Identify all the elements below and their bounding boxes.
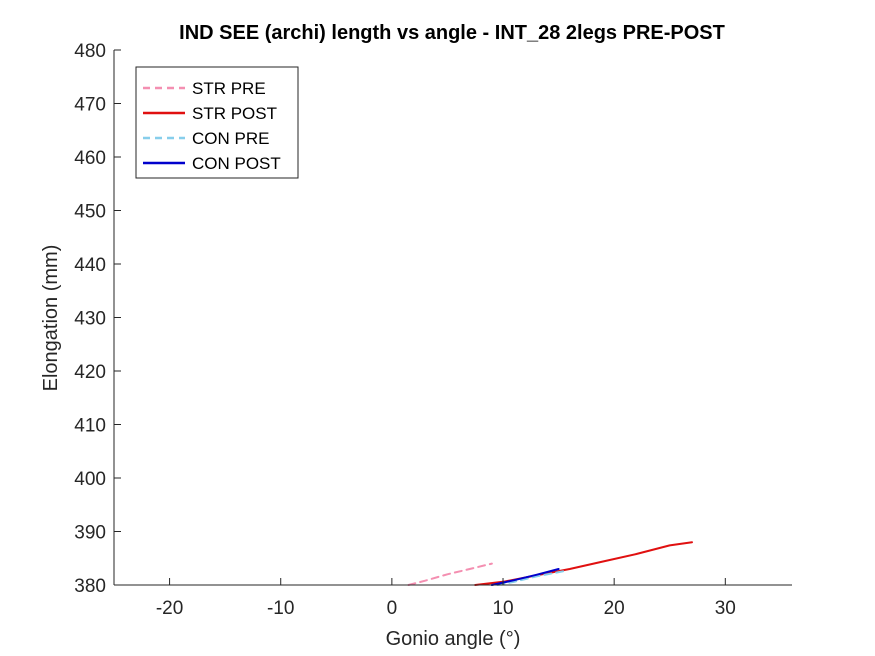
- y-tick-label: 430: [74, 309, 106, 330]
- chart-title: IND SEE (archi) length vs angle - INT_28…: [179, 22, 725, 44]
- x-axis-label: Gonio angle (°): [386, 628, 521, 650]
- legend-box: [135, 66, 299, 179]
- legend-label: CON POST: [192, 154, 281, 173]
- x-tick-label: 10: [492, 598, 513, 619]
- y-tick-label: 390: [74, 523, 106, 544]
- y-tick-label: 440: [74, 255, 106, 276]
- y-tick-label: 480: [74, 41, 106, 62]
- y-axis-label: Elongation (mm): [40, 245, 62, 392]
- x-tick-label: -10: [267, 598, 294, 619]
- series-line-con-pre: [496, 570, 566, 586]
- y-tick-label: 380: [74, 576, 106, 597]
- legend-label: STR POST: [192, 104, 277, 123]
- y-tick-label: 450: [74, 202, 106, 223]
- x-tick-label: -20: [156, 598, 183, 619]
- legend-label: STR PRE: [192, 79, 266, 98]
- y-tick-label: 470: [74, 95, 106, 116]
- y-tick-label: 420: [74, 362, 106, 383]
- x-tick-label: 0: [387, 598, 398, 619]
- axes-layer: -20 -10 0 10 20 30 380 390 400 410 420 430 440 450 460…: [74, 41, 792, 619]
- y-tick-label: 410: [74, 416, 106, 437]
- x-tick-label: 20: [604, 598, 625, 619]
- y-tick-label: 400: [74, 469, 106, 490]
- series-line-str-pre: [407, 562, 493, 586]
- legend-label: CON PRE: [192, 129, 269, 148]
- y-tick-label: 460: [74, 148, 106, 169]
- legend: STR PRE STR POST CON PRE CON POST: [135, 66, 299, 179]
- x-tick-label: 30: [715, 598, 736, 619]
